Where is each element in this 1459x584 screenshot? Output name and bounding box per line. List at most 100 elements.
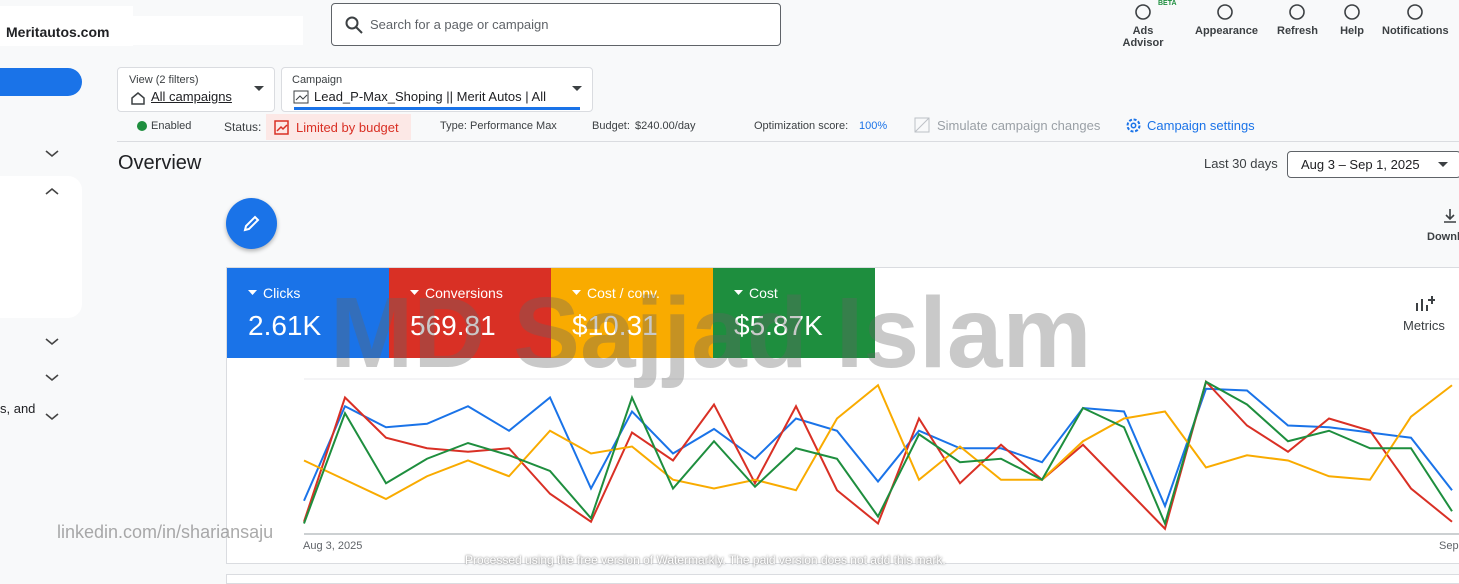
scorecard-arrow [410,290,419,295]
settings-icon [1126,118,1141,133]
type-label: Type: [440,120,467,132]
scorecard-arrow [734,290,743,295]
type-value: Performance Max [470,120,557,132]
series-line [303,387,1453,509]
view-label: View (2 filters) [129,74,199,86]
metrics-button[interactable]: Metrics [1403,318,1445,333]
x-tick-label: Aug 3, 2025 [303,540,362,552]
scorecard-label: Clicks [263,285,301,301]
enabled: Enabled [151,120,192,132]
status-value: Limited by budget [296,120,399,135]
sidebar-panel [0,176,82,318]
arrow-shape [572,290,581,295]
line-chart: Aug 3, 2025 Sep [303,378,1459,552]
arrow-shape [410,290,419,295]
arrow-shape [734,290,743,295]
budget-value: $240.00/day [635,120,696,132]
tool-icon [1289,4,1305,20]
scorecard[interactable]: Cost $5.87K [713,268,875,358]
dropdown-arrow [572,86,582,91]
tool[interactable]: Refresh [1277,0,1318,40]
date-range-value: Aug 3 – Sep 1, 2025 [1301,157,1420,172]
watermark-footer: Processed using the free version of Wate… [465,553,946,567]
edit-button[interactable] [226,198,277,249]
optimization-value[interactable]: 100% [859,120,888,132]
tool-icon [1217,4,1233,20]
settings-link[interactable]: Campaign settings [1147,118,1255,133]
home-icon [131,92,145,105]
date-range[interactable]: Aug 3 – Sep 1, 2025 [1287,151,1459,178]
status-chip[interactable] [266,114,411,140]
icon-shape [1344,4,1360,20]
download-label[interactable]: Downl [1427,231,1459,243]
search-box[interactable]: Search for a page or campaign [331,3,781,46]
scorecard-label: Conversions [425,285,503,301]
sidebar-chevrons[interactable] [40,140,64,430]
search-icon [345,16,363,34]
simulate-icon [914,117,930,133]
site-name: Meritautos.com [6,24,110,40]
site-box [0,6,133,46]
dropdown-arrow [1438,162,1448,167]
tool-icon [1344,4,1360,20]
tool[interactable]: Notifications [1382,0,1449,40]
scorecard-value: 2.61K [248,310,322,341]
scorecard-label: Cost / conv. [587,285,660,301]
scorecard-arrow [572,290,581,295]
simulate-link[interactable]: Simulate campaign changes [937,118,1101,133]
campaign-underline [294,107,580,110]
scorecard-label: Cost [749,285,778,301]
search-placeholder: Search for a page or campaign [370,17,549,32]
tool-label: Appearance [1195,25,1258,37]
dropdown-arrow [254,86,264,91]
scorecard-arrow [248,290,257,295]
blank-box [114,16,303,45]
scorecard-value: $5.87K [734,310,823,341]
range-label: Last 30 days [1204,156,1278,171]
divider [117,141,1459,142]
view-filter[interactable]: View (2 filters) All campaigns [117,67,275,112]
status-label: Status: [224,120,262,134]
scorecard[interactable]: Cost / conv. $10.31 [551,268,713,358]
campaign-value: Lead_P-Max_Shoping || Merit Autos | All [314,89,546,104]
watermark-linkedin: linkedin.com/in/shariansaju [57,522,274,542]
tool-icon [1407,4,1423,20]
overview-title: Overview [118,152,202,174]
scorecard-value: 569.81 [410,310,496,341]
scorecard-value: $10.31 [572,310,658,341]
campaign-label: Campaign [292,74,343,86]
scorecard[interactable]: Clicks 2.61K [227,268,389,358]
next-card [226,574,1459,584]
series-line [303,379,1453,531]
budget-icon [274,120,289,135]
tool[interactable]: Help [1340,0,1364,40]
arrow-shape [248,290,257,295]
x-tick-label: Sep [1439,540,1459,552]
tool[interactable]: Appearance [1195,0,1258,40]
create-button[interactable] [0,68,82,96]
campaign-filter[interactable]: Campaign Lead_P-Max_Shoping || Merit Aut… [281,67,593,112]
download-icon [1444,209,1456,223]
icon-shape [1289,4,1305,20]
sidebar-text: s, and [0,401,36,416]
campaign-icon [293,90,309,104]
optimization-label: Optimization score: [754,120,849,132]
tool-label: Notifications [1382,25,1449,37]
beta-badge: BETA [1158,0,1177,7]
budget-label: Budget: [592,120,630,132]
enabled-dot [137,121,147,131]
view-value: All campaigns [151,89,232,104]
tool-label: Ads Advisor [1122,25,1164,49]
series-line [303,380,1453,527]
series-line [303,383,1453,501]
icon-shape [1407,4,1423,20]
icon-shape [1135,4,1151,20]
tool[interactable]: Ads Advisor [1112,0,1174,49]
metrics-icon [1416,296,1435,311]
chart-card: Clicks 2.61K Conversions 569.81 Cost / conv.… [226,267,1459,564]
scorecard[interactable]: Conversions 569.81 [389,268,551,358]
icon-shape [1217,4,1233,20]
tool-icon [1135,4,1151,20]
tool-label: Refresh [1277,25,1318,37]
